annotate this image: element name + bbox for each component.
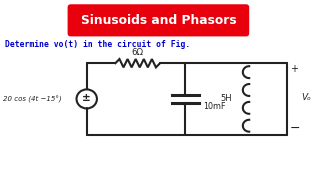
- Text: Determine vo(t) in the circuit of Fig.: Determine vo(t) in the circuit of Fig.: [5, 40, 191, 49]
- Text: +: +: [291, 64, 299, 74]
- Text: Vₒ: Vₒ: [302, 93, 312, 102]
- Text: −: −: [289, 122, 300, 135]
- Text: ±: ±: [82, 93, 91, 103]
- Text: 20 cos (4t −15°): 20 cos (4t −15°): [3, 95, 62, 103]
- Text: 10mF: 10mF: [203, 102, 226, 111]
- Text: 5H: 5H: [220, 94, 232, 103]
- Text: 6Ω: 6Ω: [132, 48, 144, 57]
- Text: Sinusoids and Phasors: Sinusoids and Phasors: [81, 14, 237, 27]
- FancyBboxPatch shape: [68, 4, 249, 36]
